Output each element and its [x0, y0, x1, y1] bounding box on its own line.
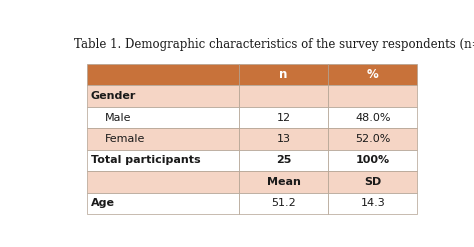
- Bar: [239, 85, 328, 107]
- Text: 25: 25: [276, 155, 291, 165]
- Text: Gender: Gender: [91, 91, 136, 101]
- Bar: [328, 85, 418, 107]
- Text: Male: Male: [105, 113, 131, 123]
- Bar: [328, 171, 418, 193]
- Bar: [239, 171, 328, 193]
- Bar: [328, 107, 418, 128]
- Bar: [239, 128, 328, 150]
- Text: 14.3: 14.3: [360, 198, 385, 208]
- Text: 48.0%: 48.0%: [355, 113, 391, 123]
- Bar: [87, 107, 239, 128]
- Text: SD: SD: [364, 177, 382, 187]
- Bar: [328, 128, 418, 150]
- Text: Table 1. Demographic characteristics of the survey respondents (n=25): Table 1. Demographic characteristics of …: [74, 38, 474, 51]
- Bar: [328, 64, 418, 85]
- Text: Female: Female: [105, 134, 146, 144]
- Bar: [239, 107, 328, 128]
- Bar: [87, 193, 239, 214]
- Text: Age: Age: [91, 198, 115, 208]
- Text: 12: 12: [276, 113, 291, 123]
- Bar: [328, 150, 418, 171]
- Text: 51.2: 51.2: [271, 198, 296, 208]
- Bar: [87, 85, 239, 107]
- Bar: [328, 193, 418, 214]
- Text: n: n: [279, 68, 288, 81]
- Bar: [87, 171, 239, 193]
- Text: Total participants: Total participants: [91, 155, 201, 165]
- Text: 13: 13: [276, 134, 291, 144]
- Bar: [239, 64, 328, 85]
- Text: 52.0%: 52.0%: [355, 134, 391, 144]
- Text: %: %: [367, 68, 379, 81]
- Bar: [87, 150, 239, 171]
- Bar: [239, 150, 328, 171]
- Bar: [87, 64, 239, 85]
- Text: 100%: 100%: [356, 155, 390, 165]
- Bar: [239, 193, 328, 214]
- Text: Mean: Mean: [266, 177, 301, 187]
- Bar: [87, 128, 239, 150]
